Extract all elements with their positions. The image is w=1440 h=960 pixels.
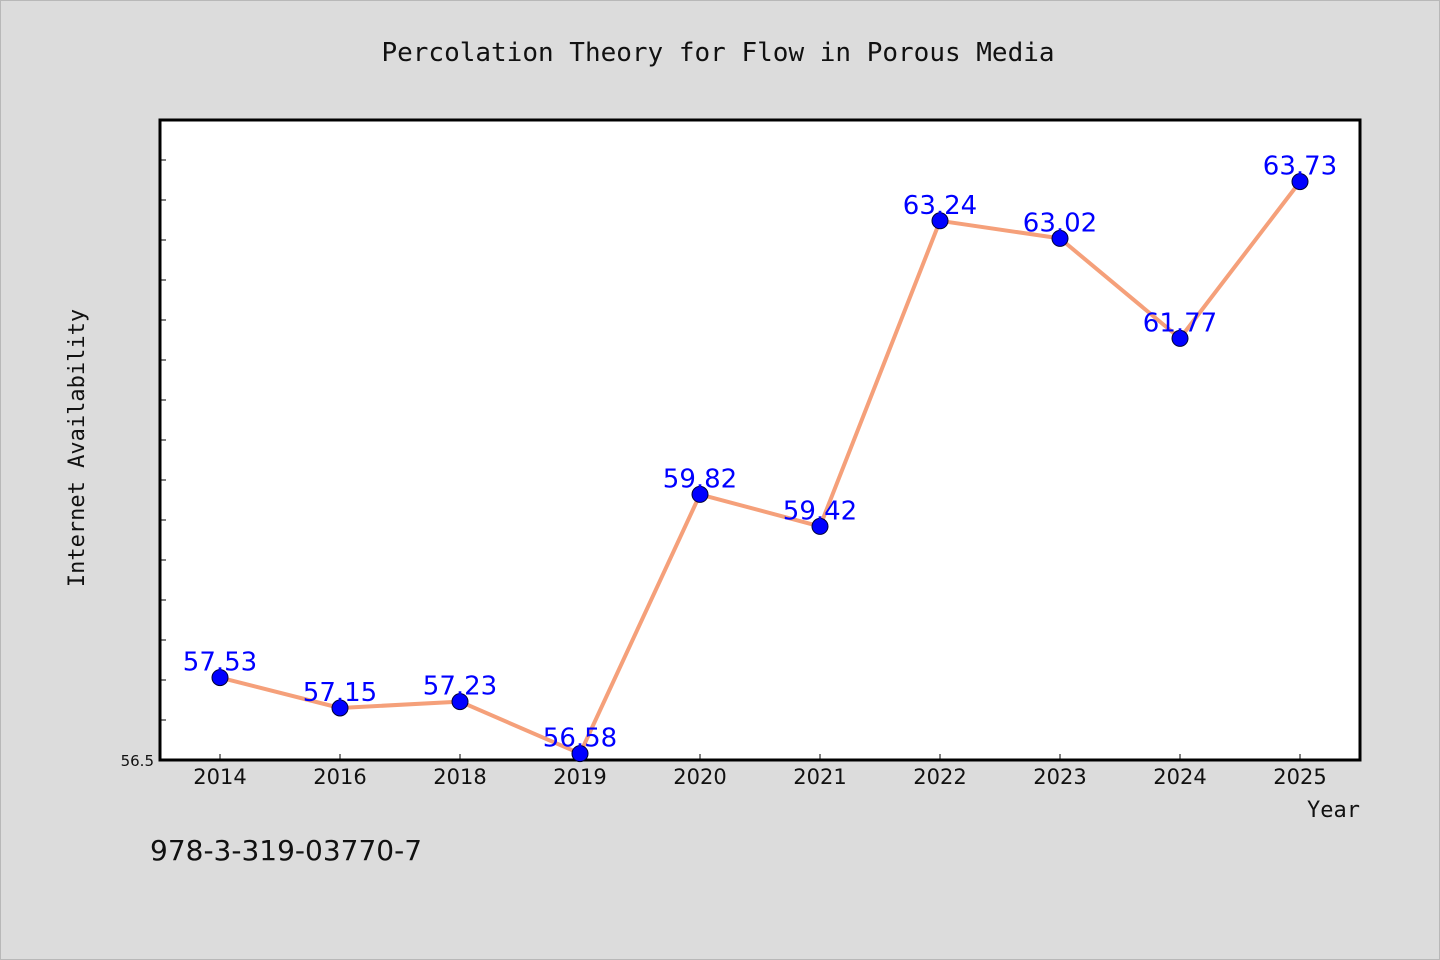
data-label: 59.82	[663, 464, 737, 494]
x-tick-label: 2022	[913, 765, 966, 789]
y-axis-label: Internet Availability	[65, 309, 90, 587]
data-point	[931, 212, 949, 230]
x-tick-label: 2023	[1033, 765, 1086, 789]
y-tick-label: 56.5	[121, 752, 154, 770]
x-tick-label: 2025	[1273, 765, 1326, 789]
series-line	[219, 180, 1302, 756]
x-axis-label: Year	[1307, 798, 1360, 823]
x-tick-label: 2018	[433, 765, 486, 789]
data-point	[1051, 229, 1069, 247]
data-point	[1291, 173, 1309, 191]
data-label: 63.02	[1023, 208, 1097, 238]
chart-title: Percolation Theory for Flow in Porous Me…	[381, 38, 1054, 68]
data-point	[691, 485, 709, 503]
plot-area	[158, 118, 1362, 762]
x-tick-label: 2024	[1153, 765, 1206, 789]
data-label: 57.15	[303, 678, 377, 708]
data-label: 61.77	[1143, 308, 1217, 338]
data-label: 57.23	[423, 672, 497, 702]
data-label: 63.24	[903, 191, 977, 221]
data-point	[571, 745, 589, 763]
data-label: 56.58	[543, 724, 617, 754]
isbn-code: 978-3-319-03770-7	[150, 834, 423, 867]
series-line-group	[219, 180, 1302, 756]
x-tick-label: 2021	[793, 765, 846, 789]
data-point	[451, 693, 469, 711]
data-label: 63.73	[1263, 152, 1337, 182]
data-point	[811, 517, 829, 535]
x-tick-label: 2019	[553, 765, 606, 789]
data-labels: 57.53 57.15 57.23 56.58 59.82 59.42 63.24 63.02…	[183, 152, 1337, 754]
data-point	[331, 699, 349, 717]
x-tick-label: 2016	[313, 765, 366, 789]
series-markers	[211, 173, 1309, 763]
y-axis-ticks	[160, 119, 166, 761]
x-tick-label: 2014	[193, 765, 246, 789]
x-axis-ticks: 2014 2016 2018 2019 2020 2021 2022 2023 2024 2025	[193, 754, 1327, 789]
data-point	[1171, 329, 1189, 347]
data-label: 57.53	[183, 648, 257, 678]
data-point	[211, 669, 229, 687]
x-tick-label: 2020	[673, 765, 726, 789]
data-label: 59.42	[783, 496, 857, 526]
